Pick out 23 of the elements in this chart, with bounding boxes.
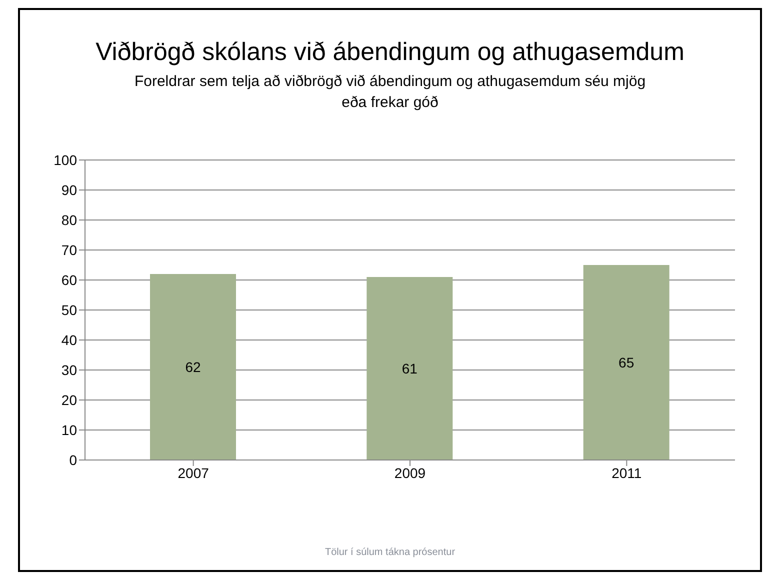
- chart-subtitle: Foreldrar sem telja að viðbrögð við ábendingum og athugasemdum séu mjög eða frekar góð: [133, 72, 647, 113]
- y-tick-label: 0: [69, 452, 78, 468]
- y-tick-label: 100: [54, 152, 78, 168]
- x-tick-label: 2009: [394, 464, 426, 481]
- y-tick-label: 90: [61, 182, 78, 198]
- text: Tölur í súlum tákna prósentur: [324, 547, 456, 558]
- y-tick-label: 60: [61, 272, 78, 288]
- y-tick-label: 10: [61, 422, 78, 438]
- bar: [366, 277, 453, 460]
- bar: [150, 274, 236, 460]
- y-tick-label: 20: [61, 392, 78, 408]
- y-tick-label: 80: [61, 212, 78, 228]
- y-tick-label: 30: [61, 362, 78, 378]
- y-tick-label: 40: [61, 332, 78, 348]
- chart-title: Viðbrögð skólans við ábendingum og athugasemdum: [94, 38, 686, 67]
- y-tick-label: 70: [61, 242, 78, 258]
- bar: [583, 265, 670, 460]
- x-tick-label: 2007: [178, 464, 210, 481]
- y-tick-label: 50: [61, 302, 78, 318]
- data-label: 62: [185, 358, 201, 375]
- data-label: 61: [402, 360, 418, 376]
- x-tick-label: 2011: [612, 464, 642, 481]
- data-label: 65: [618, 354, 634, 370]
